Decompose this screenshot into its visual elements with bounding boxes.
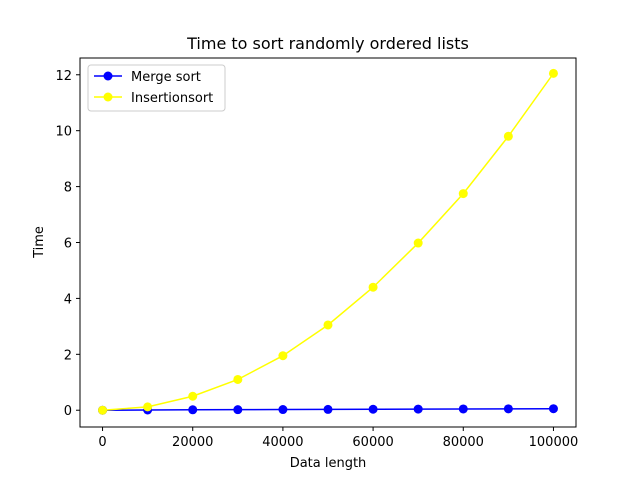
data-point	[98, 405, 108, 415]
data-point	[548, 68, 558, 78]
x-axis: 0 20000 40000 60000 80000 100000	[98, 427, 578, 450]
data-point	[503, 131, 513, 141]
y-tick-label: 4	[64, 292, 72, 307]
data-point	[143, 402, 153, 412]
data-point	[458, 189, 468, 199]
y-tick-label: 0	[64, 404, 72, 419]
y-tick-label: 2	[64, 348, 72, 363]
legend-box	[87, 64, 226, 112]
y-tick-label: 6	[64, 237, 72, 252]
data-point	[413, 404, 423, 414]
x-tick-label: 60000	[352, 435, 393, 450]
data-point	[233, 405, 243, 415]
chart-title: Time to sort randomly ordered lists	[186, 34, 469, 53]
data-point	[278, 405, 288, 415]
data-point	[368, 282, 378, 292]
x-tick-label: 0	[98, 435, 106, 450]
data-point	[188, 391, 198, 401]
legend-swatch-marker	[103, 71, 113, 81]
x-tick-label: 40000	[262, 435, 303, 450]
legend-label: Insertionsort	[131, 91, 213, 106]
legend: Merge sort Insertionsort	[87, 64, 226, 112]
data-point	[458, 404, 468, 414]
legend-label: Merge sort	[131, 70, 201, 85]
data-point	[323, 320, 333, 330]
y-tick-label: 12	[55, 69, 72, 84]
data-point	[503, 404, 513, 414]
data-point	[413, 238, 423, 248]
data-point	[323, 404, 333, 414]
data-point	[233, 374, 243, 384]
y-axis: 0 2 4 6 8 10 12	[55, 69, 80, 419]
plot-area	[98, 68, 558, 415]
y-axis-label: Time	[32, 226, 47, 259]
x-tick-label: 20000	[172, 435, 213, 450]
data-point	[278, 351, 288, 361]
y-tick-label: 10	[55, 125, 72, 140]
data-point	[548, 404, 558, 414]
data-point	[188, 405, 198, 415]
data-point	[368, 404, 378, 414]
x-axis-label: Data length	[290, 456, 367, 471]
x-tick-label: 80000	[443, 435, 484, 450]
legend-swatch-marker	[103, 92, 113, 102]
y-tick-label: 8	[64, 181, 72, 196]
x-tick-label: 100000	[529, 435, 579, 450]
